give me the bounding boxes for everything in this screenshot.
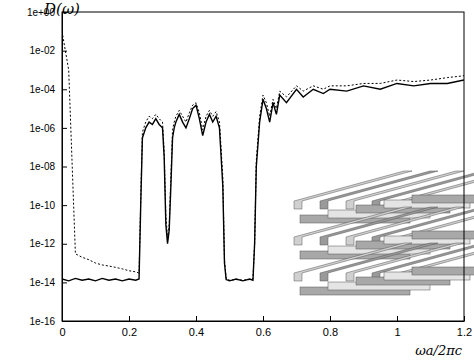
x-axis: 0 0.2 0.4 0.6 0.8 1 1.2 <box>59 316 472 338</box>
inset-rod <box>412 195 474 203</box>
y-tick-mark <box>62 282 67 283</box>
x-tick: 0.4 <box>189 316 204 338</box>
y-tick-mark <box>62 51 67 52</box>
plot-frame <box>62 12 464 321</box>
y-tick: 1e-06 <box>29 123 67 134</box>
y-tick-mark <box>62 167 67 168</box>
y-axis: 1e-16 1e-14 1e-12 1e-10 1e-08 1e-06 1e-04 1e-02… <box>27 7 67 327</box>
chart: 00.20.40.60.811.21e-161e-141e-121e-101e-… <box>0 0 474 361</box>
y-tick-label: 1e-14 <box>29 277 55 288</box>
x-tick-label: 0.4 <box>189 326 204 338</box>
y-tick: 1e-04 <box>29 84 67 95</box>
x-axis-line <box>63 321 465 322</box>
y-tick-mark <box>62 89 67 90</box>
y-axis-title: D(ω) <box>43 0 80 18</box>
y-tick-label: 1e-08 <box>29 161 55 172</box>
y-tick-mark <box>62 321 67 322</box>
series-line <box>62 80 464 281</box>
x-tick-mark <box>330 316 331 321</box>
x-tick-label: 0.6 <box>256 326 271 338</box>
x-tick-label: 1 <box>394 326 400 338</box>
x-tick-label: 0 <box>59 326 65 338</box>
y-tick-label: 1e-04 <box>29 84 55 95</box>
y-tick: 1e-08 <box>29 161 67 172</box>
y-tick-mark <box>62 128 67 129</box>
y-tick: 1e-02 <box>29 45 67 56</box>
series-group <box>62 31 464 281</box>
x-tick-mark <box>397 316 398 321</box>
y-tick: 1e-16 <box>29 316 67 327</box>
series-line <box>62 31 464 280</box>
plot: 00.20.40.60.811.21e-161e-141e-121e-101e-… <box>27 7 474 338</box>
y-tick-mark <box>62 244 67 245</box>
inset-rod <box>372 171 474 209</box>
y-tick-mark <box>62 205 67 206</box>
x-tick: 0.8 <box>323 316 338 338</box>
x-tick: 0.6 <box>256 316 271 338</box>
x-tick-mark <box>196 316 197 321</box>
x-tick-mark <box>464 316 465 321</box>
x-tick: 1.2 <box>457 316 472 338</box>
inset-rod <box>372 207 474 245</box>
x-tick-label: 0.2 <box>122 326 137 338</box>
y-tick: 1e-14 <box>29 277 67 288</box>
inset-structure <box>294 171 474 295</box>
x-tick-label: 1.2 <box>457 326 472 338</box>
inset-rod <box>372 243 474 281</box>
y-tick: 1e-12 <box>29 238 67 249</box>
inset-rod <box>412 231 474 239</box>
y-tick-label: 1e-06 <box>29 123 55 134</box>
x-tick: 1 <box>394 316 400 338</box>
x-tick: 0.2 <box>122 316 137 338</box>
x-tick-mark <box>129 316 130 321</box>
y-tick-label: 1e-10 <box>29 200 55 211</box>
y-tick: 1e-10 <box>29 200 67 211</box>
x-tick-mark <box>263 316 264 321</box>
y-tick-label: 1e-02 <box>29 45 55 56</box>
y-tick-label: 1e-16 <box>29 316 55 327</box>
x-axis-title: ωa/2πc <box>415 343 463 358</box>
x-tick-label: 0.8 <box>323 326 338 338</box>
inset-rod <box>412 267 474 275</box>
y-tick-label: 1e-12 <box>29 238 55 249</box>
